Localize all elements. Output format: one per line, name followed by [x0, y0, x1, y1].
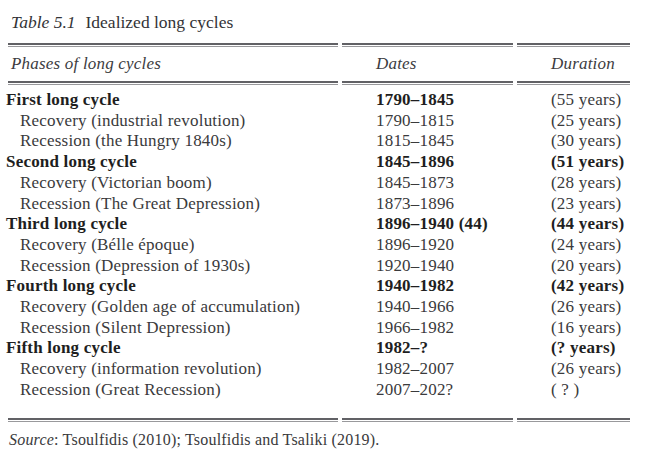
table-row: Recession (Depression of 1930s)1920–1940…	[6, 256, 630, 277]
cell-duration: (28 years)	[515, 173, 621, 194]
table-page: Table 5.1 Idealized long cycles Phases of…	[0, 0, 650, 449]
cell-duration: (25 years)	[515, 111, 621, 132]
table-row: Recession (Great Recession)2007–202?( ? …	[6, 380, 630, 401]
cell-dates: 1790–1815	[340, 111, 515, 132]
table-row: Fifth long cycle1982–?(? years)	[6, 338, 630, 359]
table-row: Recovery (Bélle époque)1896–1920(24 year…	[6, 235, 630, 256]
table-row: Recovery (Golden age of accumulation)194…	[6, 297, 630, 318]
cell-duration: (26 years)	[515, 297, 621, 318]
table-row: First long cycle1790–1845(55 years)	[6, 90, 630, 111]
cell-phase: Recovery (Golden age of accumulation)	[6, 297, 340, 318]
cell-phase: Fourth long cycle	[6, 276, 340, 297]
cell-phase: Third long cycle	[6, 214, 340, 235]
header-row: Phases of long cycles Dates Duration	[6, 47, 630, 81]
cell-duration: (24 years)	[515, 235, 621, 256]
table-row: Recession (the Hungry 1840s)1815–1845(30…	[6, 131, 630, 152]
cell-dates: 1982–2007	[340, 359, 515, 380]
table-row: Recession (Silent Depression)1966–1982(1…	[6, 318, 630, 339]
table-row: Second long cycle1845–1896(51 years)	[6, 152, 630, 173]
header-rule	[8, 81, 630, 85]
cell-phase: Recovery (Victorian boom)	[6, 173, 340, 194]
rule-segment	[342, 418, 513, 422]
table-row: Recovery (information revolution)1982–20…	[6, 359, 630, 380]
table-number: Table 5.1	[11, 12, 76, 32]
cell-phase: Recession (Depression of 1930s)	[6, 256, 340, 277]
table-title: Idealized long cycles	[86, 12, 234, 32]
cell-dates: 1815–1845	[340, 131, 515, 152]
cell-phase: First long cycle	[6, 90, 340, 111]
cell-duration: (23 years)	[515, 194, 621, 215]
table-row: Third long cycle1896–1940 (44)(44 years)	[6, 214, 630, 235]
cell-phase: Recovery (information revolution)	[6, 359, 340, 380]
rule-segment	[342, 43, 513, 47]
cell-phase: Fifth long cycle	[6, 338, 340, 359]
table-row: Recovery (Victorian boom)1845–1873(28 ye…	[6, 173, 630, 194]
cell-dates: 1896–1940 (44)	[340, 214, 515, 235]
cell-duration: (42 years)	[515, 276, 624, 297]
cell-phase: Recession (Silent Depression)	[6, 318, 340, 339]
table-body: First long cycle1790–1845(55 years)Recov…	[6, 90, 630, 401]
cell-phase: Recession (The Great Depression)	[6, 194, 340, 215]
column-header-dates: Dates	[340, 54, 515, 74]
table-row: Recession (The Great Depression)1873–189…	[6, 194, 630, 215]
source-note: Source: Tsoulfidis (2010); Tsoulfidis an…	[9, 431, 630, 449]
column-header-phases: Phases of long cycles	[6, 54, 340, 74]
rule-segment	[8, 43, 338, 47]
cell-dates: 1940–1982	[340, 276, 515, 297]
cell-dates: 1920–1940	[340, 256, 515, 277]
cell-duration: (16 years)	[515, 318, 621, 339]
cell-dates: 1845–1896	[340, 152, 515, 173]
cell-dates: 1982–?	[340, 338, 515, 359]
table-row: Recovery (industrial revolution)1790–181…	[6, 111, 630, 132]
rule-segment	[517, 43, 630, 47]
cell-duration: (30 years)	[515, 131, 621, 152]
rule-segment	[342, 81, 513, 85]
table-caption: Table 5.1 Idealized long cycles	[11, 11, 630, 33]
cell-dates: 1790–1845	[340, 90, 515, 111]
rule-segment	[8, 418, 338, 422]
source-text: : Tsoulfidis (2010); Tsoulfidis and Tsal…	[54, 431, 380, 448]
cell-phase: Recovery (industrial revolution)	[6, 111, 340, 132]
cell-dates: 1873–1896	[340, 194, 515, 215]
cell-phase: Second long cycle	[6, 152, 340, 173]
cell-phase: Recession (Great Recession)	[6, 380, 340, 401]
rule-segment	[8, 81, 338, 85]
cell-duration: ( ? )	[515, 380, 579, 401]
source-label: Source	[9, 431, 54, 448]
cell-duration: (44 years)	[515, 214, 624, 235]
cell-phase: Recession (the Hungry 1840s)	[6, 131, 340, 152]
rule-segment	[517, 81, 630, 85]
rule-segment	[517, 418, 630, 422]
cell-duration: (55 years)	[515, 90, 621, 111]
top-rule	[8, 43, 630, 47]
cell-duration: (20 years)	[515, 256, 621, 277]
cell-phase: Recovery (Bélle époque)	[6, 235, 340, 256]
cell-dates: 1966–1982	[340, 318, 515, 339]
column-header-duration: Duration	[515, 54, 615, 74]
cell-dates: 1896–1920	[340, 235, 515, 256]
cell-dates: 1845–1873	[340, 173, 515, 194]
cell-duration: (51 years)	[515, 152, 624, 173]
cell-duration: (26 years)	[515, 359, 621, 380]
cell-dates: 2007–202?	[340, 380, 515, 401]
table-row: Fourth long cycle1940–1982(42 years)	[6, 276, 630, 297]
cell-duration: (? years)	[515, 338, 616, 359]
bottom-rule	[8, 418, 630, 422]
cell-dates: 1940–1966	[340, 297, 515, 318]
